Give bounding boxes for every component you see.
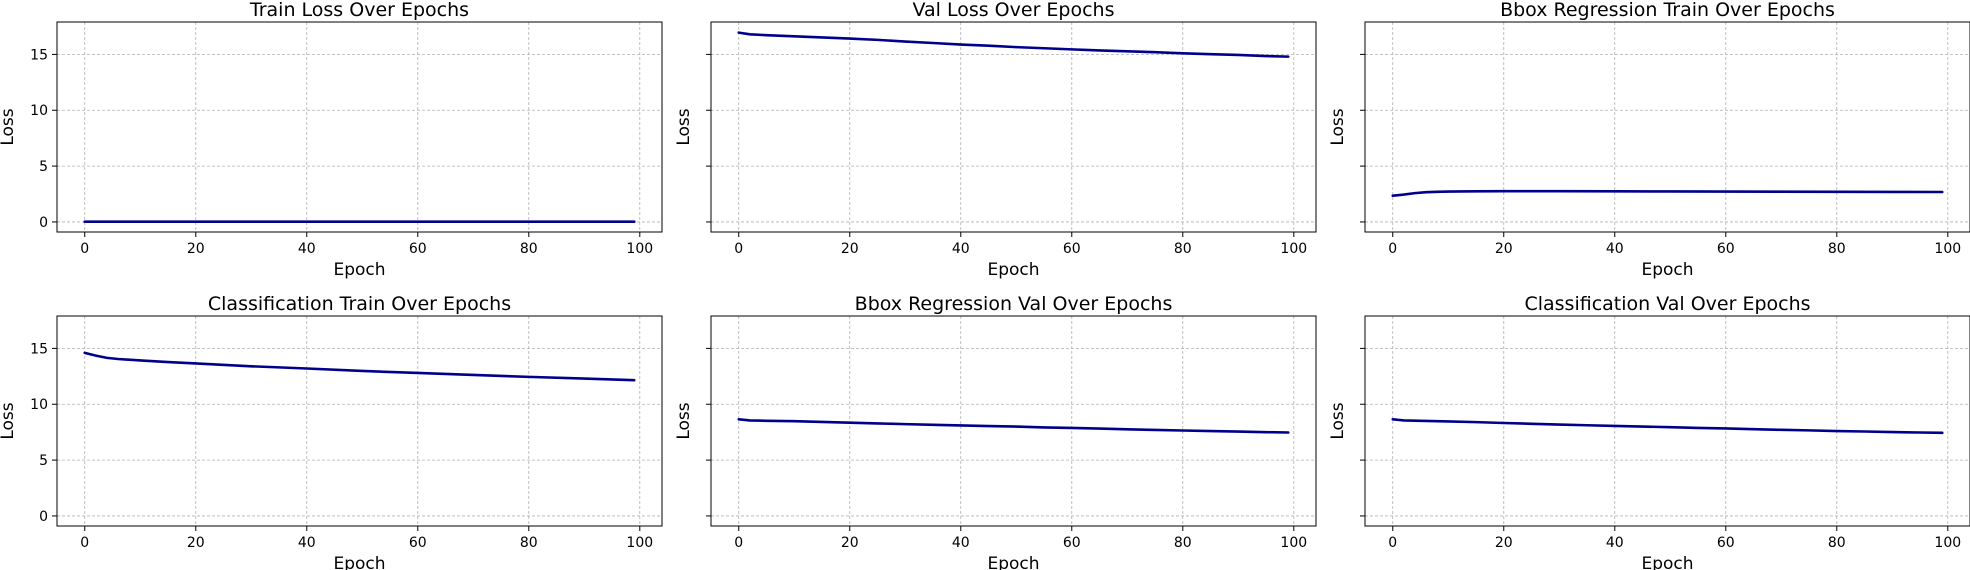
chart-title: Val Loss Over Epochs: [912, 0, 1114, 21]
x-tick-label: 0: [80, 535, 89, 551]
subplot-3: 0 20 40 60 80 100 Bbox Regression Train Over E…: [1328, 0, 1970, 280]
x-tick-label: 40: [298, 535, 316, 551]
series-line: [1391, 418, 1944, 435]
x-tick-label: 100: [626, 535, 653, 551]
x-tick-label: 0: [80, 241, 89, 257]
chart-title: Classification Train Over Epochs: [208, 293, 511, 315]
x-tick-label: 40: [1606, 241, 1624, 257]
y-axis-label: Loss: [674, 402, 694, 439]
x-tick-label: 60: [1063, 535, 1081, 551]
plot-frame: [1364, 315, 1970, 527]
y-axis-label: Loss: [0, 108, 18, 145]
y-tick-label: 15: [30, 47, 48, 63]
x-tick-label: 60: [1063, 241, 1081, 257]
plot-frame: [56, 315, 663, 527]
x-tick-label: 0: [1388, 241, 1397, 257]
series-line: [737, 418, 1290, 434]
chart-title: Bbox Regression Train Over Epochs: [1500, 0, 1835, 21]
y-tick-label: 5: [39, 159, 48, 175]
y-tick-label: 0: [39, 215, 48, 231]
x-tick-label: 20: [1495, 241, 1513, 257]
x-axis-label: Epoch: [987, 554, 1039, 570]
y-axis-label: Loss: [0, 402, 18, 439]
x-tick-label: 0: [734, 241, 743, 257]
x-tick-label: 60: [409, 241, 427, 257]
x-tick-label: 60: [1717, 535, 1735, 551]
x-tick-label: 80: [1828, 241, 1846, 257]
x-tick-label: 80: [1828, 535, 1846, 551]
series-line: [737, 31, 1290, 58]
x-tick-label: 20: [187, 535, 205, 551]
x-tick-label: 20: [187, 241, 205, 257]
x-tick-label: 80: [1174, 535, 1192, 551]
x-tick-label: 80: [520, 535, 538, 551]
x-axis-label: Epoch: [1641, 260, 1693, 280]
y-axis-label: Loss: [674, 108, 694, 145]
plot-frame: [710, 315, 1317, 527]
x-tick-label: 80: [520, 241, 538, 257]
x-axis-label: Epoch: [1641, 554, 1693, 570]
x-tick-label: 40: [298, 241, 316, 257]
chart-title: Bbox Regression Val Over Epochs: [855, 293, 1173, 315]
x-tick-label: 100: [1280, 241, 1307, 257]
subplot-2: 0 20 40 60 80 100 Val Loss Over Epochs Epoch Los…: [674, 0, 1317, 280]
series-line: [83, 351, 636, 382]
y-axis-label: Loss: [1328, 402, 1348, 439]
subplot-1: 0 20 40 60 80 100 0 5 10 15 Train Loss Over Epochs…: [0, 0, 663, 280]
x-tick-label: 40: [1606, 535, 1624, 551]
x-tick-label: 20: [841, 535, 859, 551]
x-tick-label: 60: [1717, 241, 1735, 257]
y-tick-label: 0: [39, 509, 48, 525]
plot-frame: [56, 21, 663, 233]
x-tick-label: 40: [952, 241, 970, 257]
x-tick-label: 20: [1495, 535, 1513, 551]
chart-title: Classification Val Over Epochs: [1524, 293, 1810, 315]
x-tick-label: 80: [1174, 241, 1192, 257]
x-tick-label: 60: [409, 535, 427, 551]
subplot-6: 0 20 40 60 80 100 Classification Val Over Epoc…: [1328, 293, 1970, 570]
x-axis-label: Epoch: [333, 260, 385, 280]
x-axis-label: Epoch: [333, 554, 385, 570]
x-tick-label: 40: [952, 535, 970, 551]
y-tick-label: 10: [30, 103, 48, 119]
x-axis-label: Epoch: [987, 260, 1039, 280]
x-tick-label: 100: [1934, 535, 1961, 551]
subplot-4: 0 20 40 60 80 100 0 5 10 15 Classification Train O…: [0, 293, 663, 570]
series-line: [1391, 189, 1944, 197]
chart-title: Train Loss Over Epochs: [249, 0, 469, 21]
x-tick-label: 20: [841, 241, 859, 257]
x-tick-label: 100: [626, 241, 653, 257]
subplot-5: 0 20 40 60 80 100 Bbox Regression Val Over Epo…: [674, 293, 1317, 570]
y-tick-label: 10: [30, 397, 48, 413]
y-tick-label: 5: [39, 453, 48, 469]
plot-frame: [710, 21, 1317, 233]
y-tick-label: 15: [30, 341, 48, 357]
x-tick-label: 0: [734, 535, 743, 551]
y-axis-label: Loss: [1328, 108, 1348, 145]
x-tick-label: 100: [1934, 241, 1961, 257]
x-tick-label: 100: [1280, 535, 1307, 551]
x-tick-label: 0: [1388, 535, 1397, 551]
plot-frame: [1364, 21, 1970, 233]
